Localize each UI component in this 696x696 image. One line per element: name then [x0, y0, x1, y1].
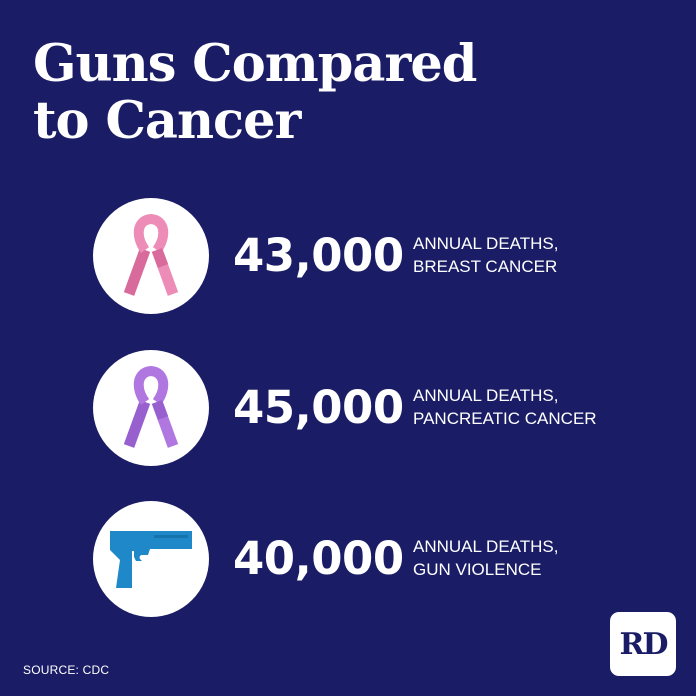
stat-label: ANNUAL DEATHS, PANCREATIC CANCER — [413, 384, 597, 430]
page-title: Guns Compared to Cancer — [33, 34, 477, 151]
purple-ribbon-icon — [123, 366, 179, 448]
stat-value: 45,000 — [233, 381, 404, 434]
icon-circle — [93, 198, 209, 314]
stat-value: 43,000 — [233, 229, 404, 282]
icon-circle — [93, 501, 209, 617]
title-line-2: to Cancer — [33, 91, 301, 151]
stat-label: ANNUAL DEATHS, BREAST CANCER — [413, 232, 558, 278]
stat-label-line-2: PANCREATIC CANCER — [413, 409, 597, 428]
stat-row-breast-cancer: 43,000 ANNUAL DEATHS, BREAST CANCER — [93, 198, 653, 314]
stat-label-line-1: ANNUAL DEATHS, — [413, 234, 559, 253]
handgun-icon — [110, 531, 192, 588]
stat-label-line-1: ANNUAL DEATHS, — [413, 537, 559, 556]
source-note: SOURCE: CDC — [23, 663, 110, 677]
stat-row-pancreatic-cancer: 45,000 ANNUAL DEATHS, PANCREATIC CANCER — [93, 350, 653, 466]
stat-label: ANNUAL DEATHS, GUN VIOLENCE — [413, 535, 558, 581]
stat-value: 40,000 — [233, 532, 404, 585]
title-line-1: Guns Compared — [33, 34, 477, 94]
stat-label-line-2: BREAST CANCER — [413, 257, 558, 276]
icon-circle — [93, 350, 209, 466]
stat-label-line-1: ANNUAL DEATHS, — [413, 386, 559, 405]
pink-ribbon-icon — [123, 214, 179, 296]
rd-logo: RD — [610, 612, 676, 676]
stat-label-line-2: GUN VIOLENCE — [413, 560, 542, 579]
stat-row-gun-violence: 40,000 ANNUAL DEATHS, GUN VIOLENCE — [93, 501, 653, 617]
